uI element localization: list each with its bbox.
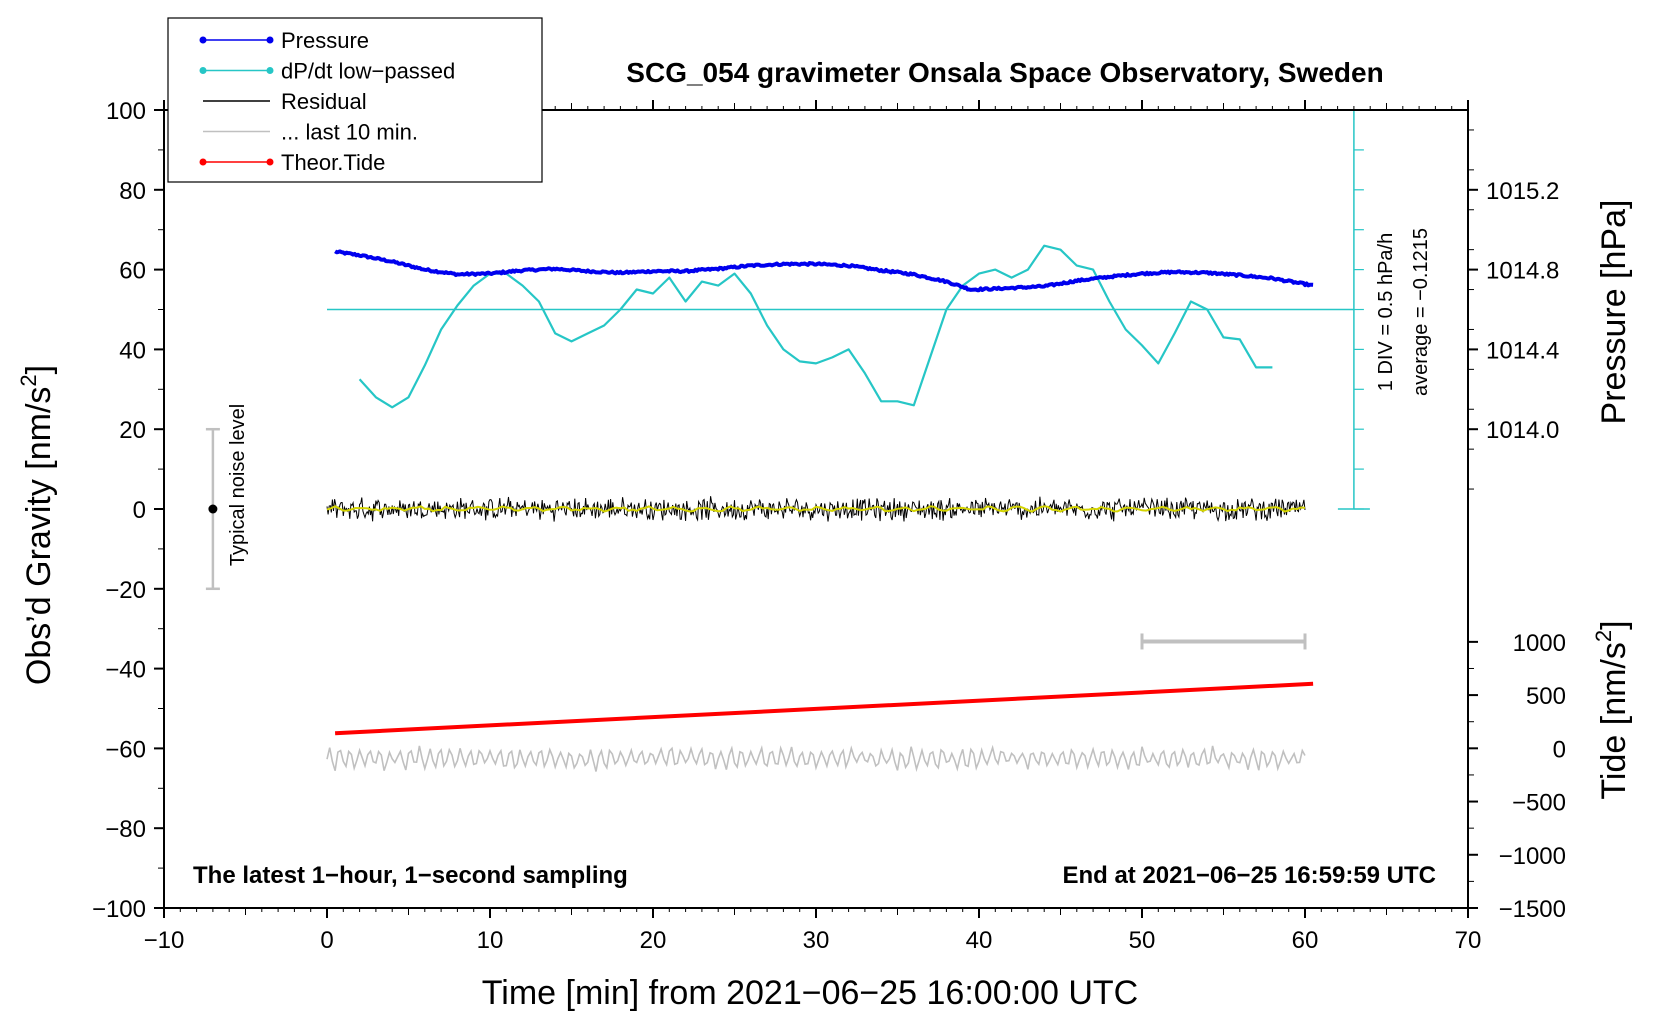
- legend-swatch-marker: [199, 36, 207, 44]
- x-tick-label: 20: [640, 927, 667, 954]
- series-dpdt-line: [358, 244, 1273, 409]
- end-time-note: End at 2021−06−25 16:59:59 UTC: [1062, 862, 1436, 889]
- y-tick-label: 80: [119, 178, 146, 205]
- series-residual-line: [326, 496, 1306, 522]
- pressure-tick-label: 1014.0: [1486, 417, 1559, 444]
- y-tick-label: 20: [119, 417, 146, 444]
- pressure-axis-title: Pressure [hPa]: [1595, 200, 1633, 425]
- x-tick-label: 30: [803, 927, 830, 954]
- pressure-tick-label: 1014.8: [1486, 258, 1559, 285]
- series-pressure-line: [334, 249, 1314, 293]
- legend-swatch-marker: [266, 158, 274, 166]
- tide-tick-label: 1000: [1513, 630, 1566, 657]
- tide-tick-label: −1000: [1499, 843, 1566, 870]
- noise-level-label: Typical noise level: [227, 404, 249, 566]
- pressure-axis-title-group: Pressure [hPa]: [1595, 200, 1633, 425]
- tide-tick-label: 0: [1553, 736, 1566, 763]
- x-tick-label: 50: [1129, 927, 1156, 954]
- noise-bar-point: [208, 504, 218, 514]
- legend: Pressure dP/dt low−passed Residual ... last…: [167, 17, 543, 183]
- legend-label: dP/dt low−passed: [281, 59, 455, 84]
- legend-swatch-marker: [266, 67, 274, 74]
- y-tick-label: −100: [92, 896, 146, 923]
- legend-box: [167, 17, 543, 183]
- pressure-tick-label: 1015.2: [1486, 178, 1559, 205]
- series-tide-line: [334, 681, 1314, 736]
- legend-swatch-marker: [199, 67, 207, 74]
- legend-swatch-marker: [266, 36, 274, 44]
- y-tick-label: 40: [119, 337, 146, 364]
- y-tick-label: 0: [133, 497, 146, 524]
- legend-label: Theor.Tide: [281, 150, 385, 175]
- x-tick-label: 10: [477, 927, 504, 954]
- y-tick-label: −40: [105, 657, 146, 684]
- sampling-note: The latest 1−hour, 1−second sampling: [193, 862, 628, 889]
- tide-tick-label: 500: [1526, 683, 1566, 710]
- y-tick-label: 60: [119, 258, 146, 285]
- dpdt-scale-label-group: 1 DIV = 0.5 hPa/h: [1375, 233, 1397, 391]
- pressure-tick-label: 1014.4: [1486, 337, 1559, 364]
- series-last10min-line: [326, 744, 1306, 773]
- x-tick-label: −10: [144, 927, 185, 954]
- legend-label: Residual: [281, 89, 367, 114]
- tide-tick-label: −500: [1512, 790, 1566, 817]
- x-axis-title: Time [min] from 2021−06−25 16:00:00 UTC: [482, 974, 1138, 1012]
- dpdt-average-label: average = −0.1215: [1410, 228, 1432, 396]
- dpdt-scale-label: 1 DIV = 0.5 hPa/h: [1375, 233, 1397, 391]
- legend-label: ... last 10 min.: [281, 120, 418, 145]
- legend-label: Pressure: [281, 28, 369, 53]
- tide-axis-title: Tide [nm/s2]: [1591, 620, 1633, 799]
- y-tick-label: 100: [106, 98, 146, 125]
- x-tick-label: 60: [1292, 927, 1319, 954]
- plot-area: [205, 109, 1370, 773]
- y-tick-label: −80: [105, 816, 146, 843]
- tide-tick-label: −1500: [1499, 896, 1566, 923]
- y-tick-label: −20: [105, 577, 146, 604]
- x-tick-label: 0: [320, 927, 333, 954]
- y-axis-title-group: Obs’d Gravity [nm/s2]: [16, 365, 58, 685]
- y-axis-title: Obs’d Gravity [nm/s2]: [16, 365, 58, 685]
- dpdt-average-label-group: average = −0.1215: [1410, 228, 1432, 396]
- x-tick-label: 70: [1455, 927, 1482, 954]
- tide-axis-title-group: Tide [nm/s2]: [1591, 620, 1633, 799]
- legend-swatch-marker: [199, 158, 207, 166]
- axes: −10 0 10 20 30 40 50 60 70−100−80−60−40−20020406…: [92, 98, 1566, 954]
- chart-title: SCG_054 gravimeter Onsala Space Observat…: [626, 57, 1383, 88]
- noise-label-group: Typical noise level: [227, 404, 249, 566]
- x-tick-label: 40: [966, 927, 993, 954]
- series-residual-smoothed-line: [326, 505, 1306, 513]
- y-tick-label: −60: [105, 736, 146, 763]
